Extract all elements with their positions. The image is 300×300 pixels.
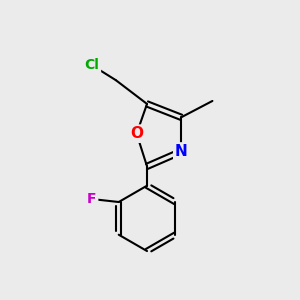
Text: O: O (130, 126, 143, 141)
Text: F: F (87, 192, 97, 206)
Text: N: N (175, 144, 188, 159)
Text: Cl: Cl (85, 58, 100, 72)
